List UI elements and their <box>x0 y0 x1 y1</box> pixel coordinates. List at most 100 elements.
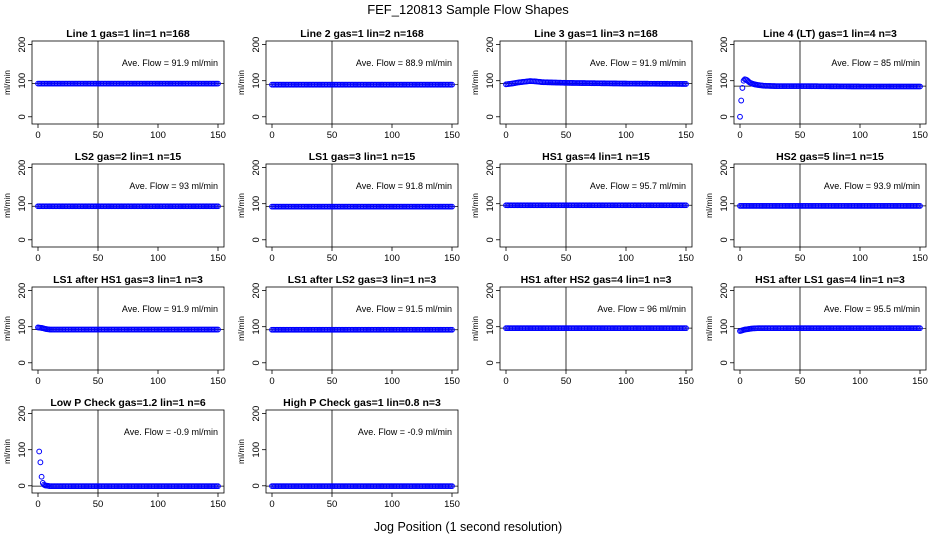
x-tick-label: 150 <box>678 130 694 141</box>
flow-annotation: Ave. Flow = 93.9 ml/min <box>824 181 920 191</box>
x-tick-label: 50 <box>561 376 572 387</box>
data-point <box>37 459 44 466</box>
panel-title: HS2 gas=5 lin=1 n=15 <box>776 151 884 163</box>
data-point <box>683 202 689 209</box>
data-point <box>449 483 455 490</box>
x-tick-label: 50 <box>93 253 104 264</box>
x-axis-label: Jog Position (1 second resolution) <box>374 520 562 534</box>
x-tick-label: 150 <box>912 253 928 264</box>
y-tick-label: 100 <box>17 319 28 335</box>
data-point <box>917 202 923 209</box>
x-tick-label: 100 <box>852 376 868 387</box>
chart-panel: HS1 after LS1 gas=4 lin=1 n=3 Ave. Flow =… <box>704 274 928 387</box>
panel-title: Line 2 gas=1 lin=2 n=168 <box>300 28 424 40</box>
flow-annotation: Ave. Flow = 91.8 ml/min <box>356 181 452 191</box>
x-tick-label: 100 <box>618 376 634 387</box>
data-series <box>503 325 689 332</box>
panel-title: Line 4 (LT) gas=1 lin=4 n=3 <box>763 28 897 40</box>
x-tick-label: 150 <box>444 376 460 387</box>
chart-panel: HS1 after HS2 gas=4 lin=1 n=3 Ave. Flow =… <box>470 274 694 387</box>
chart-panel: Line 2 gas=1 lin=2 n=168 Ave. Flow = 88.9… <box>236 28 460 141</box>
x-tick-label: 100 <box>384 376 400 387</box>
chart-panel: LS1 after HS1 gas=3 lin=1 n=3 Ave. Flow =… <box>2 274 226 387</box>
x-tick-label: 150 <box>210 376 226 387</box>
y-tick-label: 200 <box>17 160 28 176</box>
plot-frame <box>31 163 225 248</box>
panel-title: Low P Check gas=1.2 lin=1 n=6 <box>50 397 205 409</box>
x-tick-label: 0 <box>35 130 40 141</box>
x-tick-label: 150 <box>678 253 694 264</box>
y-axis-label: ml/min <box>2 316 12 341</box>
x-tick-label: 0 <box>737 253 742 264</box>
x-tick-label: 50 <box>327 253 338 264</box>
x-tick-label: 100 <box>150 499 166 510</box>
data-series <box>269 81 455 88</box>
data-series <box>35 80 221 87</box>
y-tick-label: 200 <box>719 37 730 53</box>
chart-title: FEF_120813 Sample Flow Shapes <box>367 2 569 17</box>
x-tick-label: 50 <box>561 130 572 141</box>
data-point <box>215 326 221 333</box>
y-axis-label: ml/min <box>704 316 714 341</box>
data-point <box>683 81 689 87</box>
x-tick-label: 50 <box>327 376 338 387</box>
panel-title: HS1 after LS1 gas=4 lin=1 n=3 <box>755 274 905 286</box>
flow-annotation: Ave. Flow = 91.9 ml/min <box>590 58 686 68</box>
y-axis-label: ml/min <box>704 70 714 95</box>
y-tick-label: 100 <box>719 73 730 89</box>
data-series <box>737 76 923 120</box>
y-tick-label: 200 <box>485 283 496 299</box>
chart-panel: LS1 after LS2 gas=3 lin=1 n=3 Ave. Flow =… <box>236 274 460 387</box>
x-tick-label: 0 <box>737 130 742 141</box>
y-tick-label: 0 <box>719 360 730 365</box>
y-axis-label: ml/min <box>470 193 480 218</box>
data-series <box>35 203 221 210</box>
x-tick-label: 0 <box>269 130 274 141</box>
y-tick-label: 200 <box>251 406 262 422</box>
y-tick-label: 0 <box>251 237 262 242</box>
x-tick-label: 100 <box>150 376 166 387</box>
y-axis-label: ml/min <box>2 439 12 464</box>
panel-title: Line 1 gas=1 lin=1 n=168 <box>66 28 190 40</box>
x-tick-label: 50 <box>93 499 104 510</box>
x-tick-label: 50 <box>795 376 806 387</box>
x-tick-label: 150 <box>444 130 460 141</box>
y-tick-label: 0 <box>251 360 262 365</box>
panel-title: HS1 after HS2 gas=4 lin=1 n=3 <box>521 274 672 286</box>
plot-frame <box>265 163 459 248</box>
y-tick-label: 200 <box>17 37 28 53</box>
plot-frame <box>499 40 693 125</box>
flow-annotation: Ave. Flow = 91.9 ml/min <box>122 304 218 314</box>
y-tick-label: 100 <box>719 319 730 335</box>
y-tick-label: 100 <box>251 442 262 458</box>
plot-frame <box>31 286 225 371</box>
x-tick-label: 100 <box>618 253 634 264</box>
chart-panel: HS1 gas=4 lin=1 n=15 Ave. Flow = 95.7 ml/… <box>470 151 694 264</box>
plot-frame <box>499 286 693 371</box>
data-point <box>215 80 221 87</box>
y-axis-label: ml/min <box>236 439 246 464</box>
x-tick-label: 100 <box>384 499 400 510</box>
y-axis-label: ml/min <box>236 193 246 218</box>
data-point <box>683 325 689 332</box>
plot-frame <box>265 409 459 494</box>
x-tick-label: 150 <box>444 499 460 510</box>
chart-panel: LS2 gas=2 lin=1 n=15 Ave. Flow = 93 ml/mi… <box>2 151 226 264</box>
y-tick-label: 100 <box>251 319 262 335</box>
data-point <box>215 483 221 490</box>
x-tick-label: 150 <box>444 253 460 264</box>
y-tick-label: 0 <box>485 114 496 119</box>
x-tick-label: 0 <box>35 499 40 510</box>
data-point <box>449 203 455 210</box>
x-tick-label: 0 <box>269 376 274 387</box>
flow-annotation: Ave. Flow = 93 ml/min <box>129 181 218 191</box>
x-tick-label: 0 <box>35 253 40 264</box>
x-tick-label: 50 <box>795 253 806 264</box>
y-tick-label: 200 <box>719 160 730 176</box>
plot-frame <box>31 409 225 494</box>
x-tick-label: 150 <box>210 130 226 141</box>
x-tick-label: 0 <box>503 253 508 264</box>
x-tick-label: 100 <box>618 130 634 141</box>
flow-annotation: Ave. Flow = 95.7 ml/min <box>590 181 686 191</box>
